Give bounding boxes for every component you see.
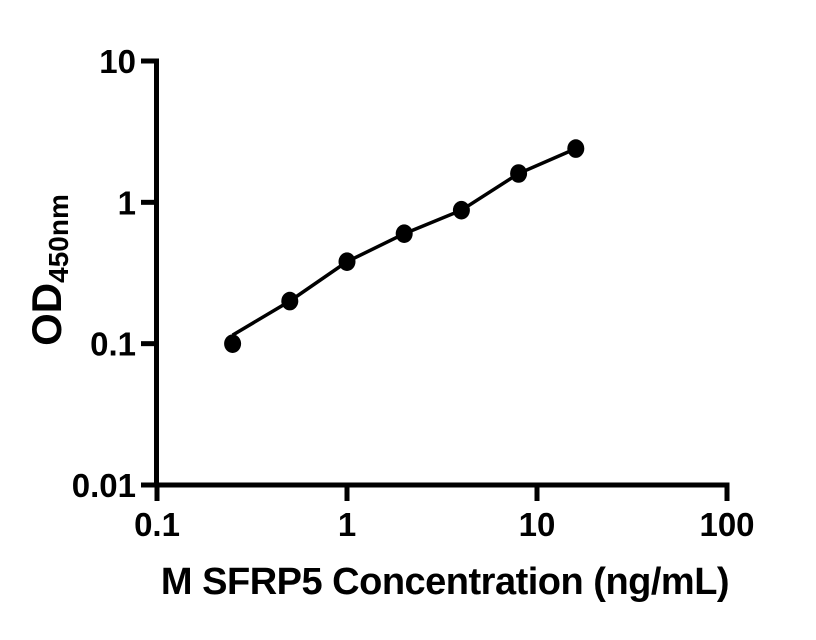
data-point [281,291,299,311]
x-tick-label: 100 [699,506,754,543]
y-tick-label: 0.1 [90,326,136,363]
x-tick-label: 10 [519,506,556,543]
data-point [567,139,585,158]
y-axis-title-subscript: 450nm [43,194,74,283]
y-tick-label: 10 [99,43,136,80]
data-point [224,334,242,354]
y-axis-title: OD450nm [21,170,74,370]
y-tick-label: 1 [118,184,136,221]
x-axis-title: M SFRP5 Concentration (ng/mL) [160,561,730,603]
y-tick-label: 0.01 [72,467,136,504]
data-point [395,224,413,243]
data-point [510,164,528,183]
y-axis-title-main: OD [23,282,70,346]
x-tick-label: 1 [338,506,356,543]
data-point [338,252,356,271]
x-tick-label: 0.1 [134,506,180,543]
data-point [452,200,470,220]
